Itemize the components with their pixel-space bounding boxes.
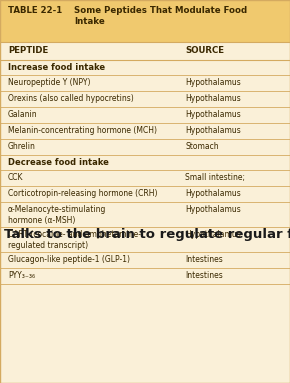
- Bar: [0, 91, 290, 107]
- Text: α-Melanocyte-stimulating
hormone (α-MSH): α-Melanocyte-stimulating hormone (α-MSH): [8, 205, 106, 226]
- Text: Hypothalamus: Hypothalamus: [185, 110, 241, 119]
- Text: TABLE 22-1: TABLE 22-1: [8, 6, 62, 15]
- Bar: [0, 252, 290, 268]
- Bar: [0, 227, 290, 252]
- Text: Hypothalamus: Hypothalamus: [185, 230, 241, 239]
- Text: CCK: CCK: [8, 173, 23, 182]
- Text: CART (cocaine- and amphetamine-
regulated transcript): CART (cocaine- and amphetamine- regulate…: [8, 230, 141, 250]
- Text: Intestines: Intestines: [185, 255, 223, 264]
- Text: Galanin: Galanin: [8, 110, 38, 119]
- Bar: [0, 107, 290, 123]
- Bar: [0, 0, 290, 42]
- Text: Small intestine;: Small intestine;: [185, 173, 245, 182]
- Text: Glucagon-like peptide-1 (GLP-1): Glucagon-like peptide-1 (GLP-1): [8, 255, 130, 264]
- Bar: [0, 268, 290, 284]
- Bar: [0, 202, 290, 227]
- Text: Hypothalamus: Hypothalamus: [185, 126, 241, 135]
- Text: Hypothalamus: Hypothalamus: [185, 94, 241, 103]
- Text: Stomach: Stomach: [185, 142, 219, 151]
- Bar: [0, 155, 290, 170]
- Text: SOURCE: SOURCE: [185, 46, 224, 55]
- Bar: [0, 170, 290, 186]
- Text: Melanin-concentrating hormone (MCH): Melanin-concentrating hormone (MCH): [8, 126, 157, 135]
- Text: Hypothalamus: Hypothalamus: [185, 205, 241, 214]
- Text: Some Peptides That Modulate Food
Intake: Some Peptides That Modulate Food Intake: [74, 6, 247, 26]
- Text: Hypothalamus: Hypothalamus: [185, 78, 241, 87]
- Text: PYY₃₋₃₆: PYY₃₋₃₆: [8, 271, 35, 280]
- Text: Orexins (also called hypocretins): Orexins (also called hypocretins): [8, 94, 134, 103]
- Bar: [0, 186, 290, 202]
- Text: Talks to the brain to regulate regular feeding: Talks to the brain to regulate regular f…: [4, 228, 290, 241]
- Text: Hypothalamus: Hypothalamus: [185, 189, 241, 198]
- Text: Corticotropin-releasing hormone (CRH): Corticotropin-releasing hormone (CRH): [8, 189, 157, 198]
- Bar: [0, 75, 290, 91]
- Text: Neuropeptide Y (NPY): Neuropeptide Y (NPY): [8, 78, 90, 87]
- Text: Ghrelin: Ghrelin: [8, 142, 36, 151]
- Bar: [0, 60, 290, 75]
- Text: Intestines: Intestines: [185, 271, 223, 280]
- Text: PEPTIDE: PEPTIDE: [8, 46, 48, 55]
- Bar: [0, 139, 290, 155]
- Bar: [0, 123, 290, 139]
- Text: Decrease food intake: Decrease food intake: [8, 158, 109, 167]
- Bar: [0, 42, 290, 60]
- Text: Increase food intake: Increase food intake: [8, 63, 105, 72]
